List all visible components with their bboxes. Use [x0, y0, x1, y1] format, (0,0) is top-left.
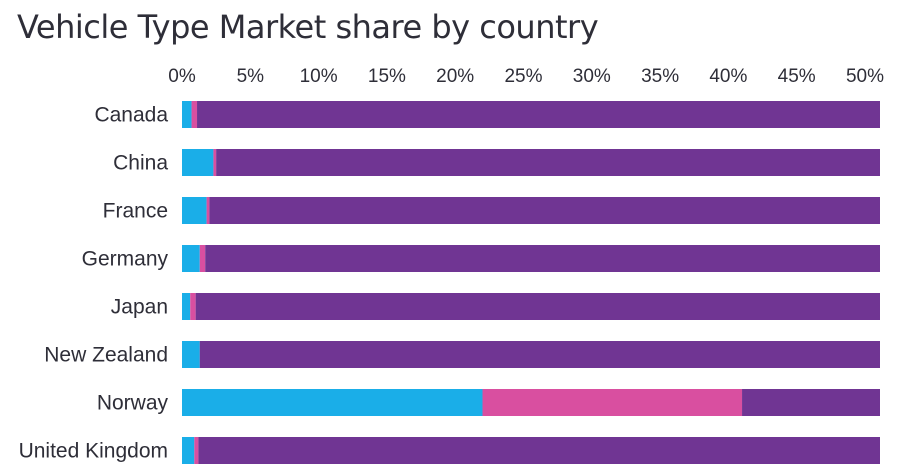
category-label: Japan: [111, 296, 168, 319]
bars: [182, 101, 881, 464]
category-label: Germany: [82, 248, 169, 271]
x-tick-label: 30%: [573, 66, 611, 87]
bar-segment: [206, 197, 210, 224]
bar-segment: [182, 389, 483, 416]
bar-segment: [209, 197, 880, 224]
x-tick-label: 45%: [778, 66, 816, 87]
category-label: Norway: [97, 392, 169, 415]
bar-segment: [182, 341, 200, 368]
category-label: China: [113, 152, 168, 175]
category-label: France: [103, 200, 168, 223]
category-label: Canada: [94, 104, 168, 127]
bar-segment: [182, 149, 214, 176]
x-axis-ticks: 0% 5% 10% 15% 20% 25% 30% 35% 40% 45% 50%: [168, 66, 884, 87]
bar-segment: [216, 149, 881, 176]
bar-segment: [199, 245, 206, 272]
x-tick-label: 40%: [709, 66, 747, 87]
x-tick-label: 25%: [504, 66, 542, 87]
bar-segment: [182, 437, 195, 464]
x-tick-label: 10%: [300, 66, 338, 87]
bar-segment: [190, 293, 196, 320]
bar-segment: [482, 389, 743, 416]
x-tick-label: 0%: [168, 66, 196, 87]
bar-segment: [213, 149, 217, 176]
x-tick-label: 35%: [641, 66, 679, 87]
bar-segment: [182, 197, 207, 224]
bar-segment: [197, 101, 881, 128]
category-labels: Canada China France Germany Japan New Zealand…: [19, 104, 169, 463]
category-label: New Zealand: [44, 344, 168, 367]
bar-segment: [205, 245, 880, 272]
bar-segment: [182, 293, 191, 320]
bar-segment: [195, 293, 881, 320]
x-tick-label: 5%: [237, 66, 265, 87]
bar-segment: [182, 245, 200, 272]
bar-segment: [191, 101, 198, 128]
bar-segment: [194, 437, 199, 464]
x-tick-label: 15%: [368, 66, 406, 87]
bar-segment: [182, 101, 192, 128]
bar-segment: [742, 389, 880, 416]
category-label: United Kingdom: [19, 440, 168, 463]
bar-segment: [198, 437, 881, 464]
chart-title: Vehicle Type Market share by country: [17, 8, 599, 46]
bar-segment: [199, 341, 880, 368]
x-tick-label: 20%: [436, 66, 474, 87]
x-tick-label: 50%: [846, 66, 884, 87]
